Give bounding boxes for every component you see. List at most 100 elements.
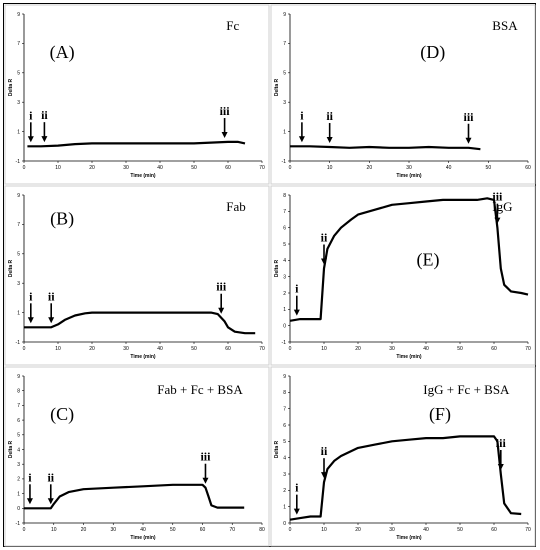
y-tick-label: 3 <box>283 274 286 280</box>
panel-title: IgG + Fc + BSA <box>423 382 510 397</box>
series-line <box>289 435 522 521</box>
y-tick-label: 1 <box>283 504 286 510</box>
x-tick-label: 0 <box>289 346 292 352</box>
marker-arrow-head <box>218 307 225 314</box>
x-tick-label: 20 <box>81 527 87 533</box>
y-tick-label: -1 <box>16 159 21 165</box>
y-tick-label: 4 <box>283 258 286 264</box>
x-tick-label: 50 <box>191 165 197 171</box>
series-line <box>290 145 481 151</box>
x-tick-label: 60 <box>525 165 531 171</box>
marker-label: i <box>29 108 33 122</box>
x-tick-label: 30 <box>123 346 129 352</box>
marker-arrow-head <box>48 317 55 324</box>
y-tick-label: 7 <box>17 403 20 409</box>
marker-arrow-head <box>221 132 228 139</box>
marker-label: i <box>28 470 32 484</box>
y-tick-label: 6 <box>283 423 286 429</box>
x-tick-label: 60 <box>225 165 231 171</box>
panel-title: Fab <box>226 199 246 214</box>
x-tick-label: 40 <box>446 165 452 171</box>
y-tick-label: 3 <box>17 281 20 287</box>
panel-border <box>270 4 536 185</box>
panel-letter: (E) <box>417 250 440 271</box>
x-axis-title: Time (min) <box>130 535 156 541</box>
y-tick-label: -1 <box>282 159 287 165</box>
y-tick-label: 8 <box>283 193 286 199</box>
series-line <box>24 311 256 335</box>
x-tick-label: 20 <box>355 527 361 533</box>
y-axis-title: Delta R <box>274 260 280 278</box>
y-tick-label: 7 <box>283 209 286 215</box>
marker-arrow-head <box>321 258 327 265</box>
marker-arrow-head <box>321 472 327 479</box>
panel-border <box>4 185 270 366</box>
y-axis-title: Delta R <box>8 260 14 278</box>
chart-panel-f: 0 10 20 30 40 50 60 70 0 1 2 3 4 5 6 7 8 9 Time (min) Delta… <box>270 366 536 547</box>
y-tick-label: 6 <box>17 418 20 424</box>
y-tick-label: 0 <box>283 521 286 527</box>
chart-panel-d: 0 10 20 30 40 50 60 -1 1 3 5 7 9 Time (min) Delta R BSA… <box>270 4 536 185</box>
marker-label: iii <box>220 104 231 118</box>
chart-panel-a: 0 10 20 30 40 50 60 70 -1 1 3 5 7 9 Time (min) Delta R F… <box>4 4 270 185</box>
marker-label: ii <box>321 444 328 458</box>
y-tick-label: 2 <box>283 291 286 297</box>
panel-border <box>4 366 270 547</box>
series-line <box>289 197 529 322</box>
x-tick-label: 10 <box>55 346 61 352</box>
y-tick-label: 1 <box>17 491 20 497</box>
panel-letter: (F) <box>429 404 451 425</box>
marker-arrow-head <box>293 508 300 515</box>
series-line <box>24 483 245 510</box>
y-tick-label: 7 <box>17 222 20 228</box>
panel-letter: (B) <box>50 208 74 229</box>
marker-label: i <box>295 282 299 296</box>
x-tick-label: 60 <box>200 527 206 533</box>
y-tick-label: 1 <box>17 310 20 316</box>
x-tick-label: 60 <box>491 346 497 352</box>
marker-arrow-head <box>494 217 501 224</box>
marker-arrow-head <box>497 464 504 470</box>
x-tick-label: 30 <box>389 527 395 533</box>
y-tick-label: 3 <box>283 472 286 478</box>
x-tick-label: 0 <box>23 165 26 171</box>
marker-label: ii <box>47 470 54 484</box>
x-tick-label: 70 <box>259 346 265 352</box>
y-tick-label: 2 <box>283 488 286 494</box>
x-tick-label: 0 <box>23 527 26 533</box>
panel-border <box>4 4 270 185</box>
y-tick-label: 5 <box>283 242 286 248</box>
chart-panel-b: 0 10 20 30 40 50 60 70 -1 1 3 5 7 9 Time (min) Delta R F… <box>4 185 270 366</box>
x-tick-label: 0 <box>289 165 292 171</box>
y-tick-label: 5 <box>17 71 20 77</box>
y-tick-label: 9 <box>283 374 286 380</box>
y-tick-label: 5 <box>283 439 286 445</box>
y-tick-label: -1 <box>282 340 287 346</box>
panel-border <box>270 366 536 547</box>
x-axis-title: Time (min) <box>396 354 422 360</box>
y-tick-label: 7 <box>283 41 286 47</box>
y-tick-label: 2 <box>17 477 20 483</box>
y-tick-label: 1 <box>283 307 286 313</box>
x-tick-label: 30 <box>389 346 395 352</box>
marker-label: ii <box>48 289 55 303</box>
marker-arrow-head <box>293 309 300 316</box>
marker-label: iii <box>492 190 503 204</box>
x-tick-label: 70 <box>525 346 531 352</box>
x-tick-label: 50 <box>170 527 176 533</box>
x-tick-label: 10 <box>51 527 57 533</box>
y-tick-label: 5 <box>17 433 20 439</box>
x-tick-label: 40 <box>423 346 429 352</box>
x-tick-label: 60 <box>491 527 497 533</box>
y-axis-title: Delta R <box>8 79 14 97</box>
marker-label: iii <box>200 450 211 464</box>
y-axis-title: Delta R <box>8 441 14 459</box>
y-tick-label: 9 <box>17 374 20 380</box>
series-line <box>27 140 246 148</box>
y-tick-label: 1 <box>17 129 20 135</box>
marker-arrow-head <box>202 477 209 484</box>
panel-letter: (D) <box>420 42 445 63</box>
marker-arrow-head <box>27 136 34 143</box>
